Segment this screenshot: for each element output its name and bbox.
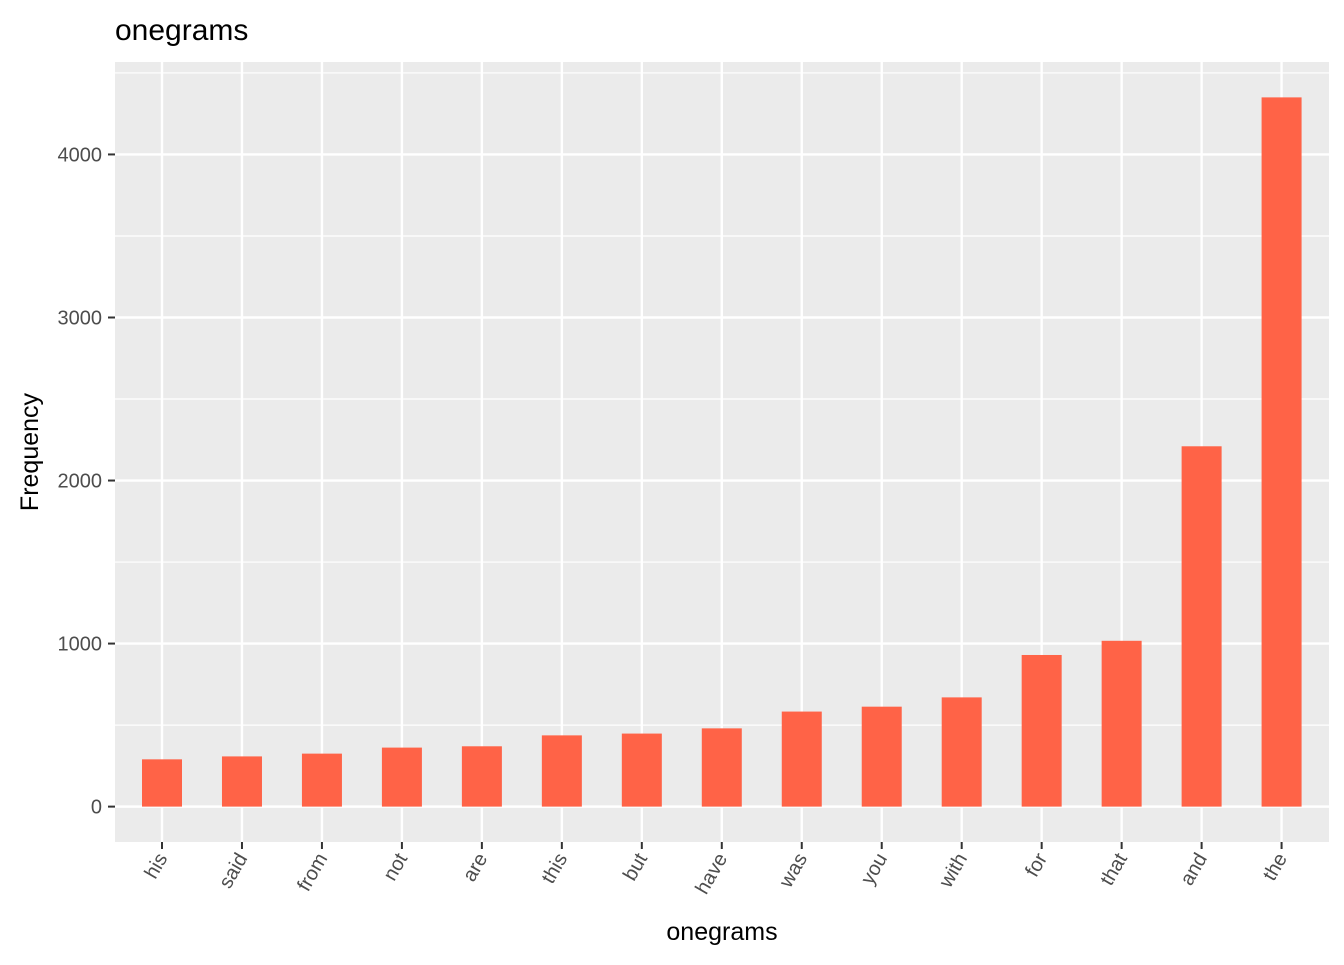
bar-was: [781, 711, 822, 807]
x-tick-label: are: [459, 850, 493, 886]
bars-group: [142, 97, 1302, 807]
bar-from: [301, 753, 342, 807]
bar-his: [142, 759, 182, 807]
x-tick-label: have: [691, 850, 732, 899]
bar-the: [1261, 97, 1302, 807]
bar-but: [621, 733, 662, 807]
y-axis-title: Frequency: [16, 392, 44, 511]
x-tick-label: not: [379, 849, 412, 884]
x-tick-label: said: [215, 850, 252, 893]
x-tick-label: from: [293, 850, 332, 896]
x-tick-label: with: [935, 850, 972, 893]
x-tick-label: you: [857, 850, 892, 889]
x-tick-label: and: [1176, 850, 1212, 890]
x-tick-label: his: [140, 850, 172, 883]
x-tick-label: but: [619, 849, 652, 884]
y-tick-label: 4000: [58, 144, 103, 166]
x-tick-label: was: [775, 850, 812, 893]
bar-not: [381, 747, 422, 807]
bar-and: [1181, 446, 1222, 807]
y-tick-label: 0: [91, 797, 102, 819]
bar-this: [541, 735, 582, 807]
x-tick-label: that: [1096, 849, 1132, 889]
bar-with: [941, 697, 982, 807]
x-axis-title: onegrams: [666, 918, 777, 946]
bar-have: [701, 728, 742, 807]
bar-are: [461, 746, 502, 807]
y-axis: 0 1000 2000 3000 4000: [58, 144, 115, 819]
y-tick-label: 2000: [58, 471, 103, 493]
x-tick-label: this: [538, 850, 573, 888]
bar-said: [221, 756, 262, 807]
x-axis: his said from not are this but have was you with fo…: [140, 842, 1292, 899]
y-tick-label: 3000: [58, 307, 103, 329]
bar-you: [861, 706, 902, 807]
bar-for: [1021, 654, 1062, 807]
bar-that: [1101, 640, 1142, 807]
chart-title: onegrams: [115, 14, 248, 47]
x-tick-label: the: [1259, 850, 1292, 885]
y-tick-label: 1000: [58, 634, 103, 656]
x-tick-label: for: [1021, 849, 1052, 881]
